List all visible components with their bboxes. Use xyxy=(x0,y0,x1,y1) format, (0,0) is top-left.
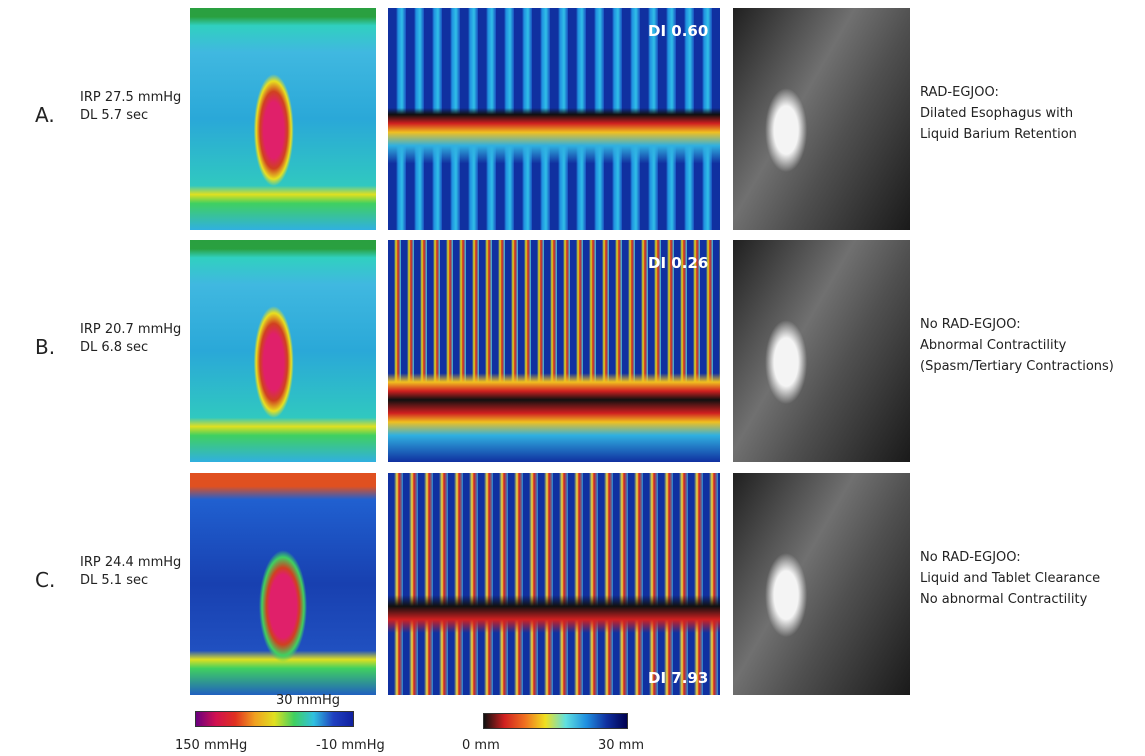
finding-text: No RAD-EGJOO: xyxy=(920,547,1021,568)
xray-panel xyxy=(733,240,910,462)
finding-text: Abnormal Contractility xyxy=(920,335,1066,356)
irp-text: IRP 27.5 mmHg xyxy=(80,89,181,107)
topography-panel xyxy=(388,473,720,695)
finding-text: No RAD-EGJOO: xyxy=(920,314,1021,335)
legend-label: 0 mm xyxy=(462,737,500,755)
row-label: C. xyxy=(35,568,55,592)
finding-text: RAD-EGJOO: xyxy=(920,82,999,103)
legend-label: 30 mmHg xyxy=(276,692,340,710)
dl-text: DL 5.1 sec xyxy=(80,572,148,590)
diameter-colorbar xyxy=(483,713,628,729)
legend-label: 30 mm xyxy=(598,737,644,755)
hrm-panel xyxy=(190,240,376,462)
dl-text: DL 6.8 sec xyxy=(80,339,148,357)
di-label: DI 0.60 xyxy=(648,22,708,40)
figure: A. IRP 27.5 mmHgDL 5.7 sec DI 0.60 RAD-EGJO… xyxy=(0,0,1145,756)
finding-text: Dilated Esophagus with xyxy=(920,103,1073,124)
hrm-panel xyxy=(190,8,376,230)
legend-label: 150 mmHg xyxy=(175,737,247,755)
xray-panel xyxy=(733,473,910,695)
di-label: DI 0.26 xyxy=(648,254,708,272)
pressure-colorbar xyxy=(195,711,354,727)
xray-panel xyxy=(733,8,910,230)
irp-text: IRP 20.7 mmHg xyxy=(80,321,181,339)
finding-text: Liquid and Tablet Clearance xyxy=(920,568,1100,589)
topography-panel xyxy=(388,240,720,462)
hrm-panel xyxy=(190,473,376,695)
finding-text: (Spasm/Tertiary Contractions) xyxy=(920,356,1114,377)
row-label: B. xyxy=(35,335,55,359)
legend-label: -10 mmHg xyxy=(316,737,385,755)
topography-panel xyxy=(388,8,720,230)
finding-text: No abnormal Contractility xyxy=(920,589,1087,610)
dl-text: DL 5.7 sec xyxy=(80,107,148,125)
finding-text: Liquid Barium Retention xyxy=(920,124,1077,145)
row-label: A. xyxy=(35,103,55,127)
di-label: DI 7.93 xyxy=(648,669,708,687)
irp-text: IRP 24.4 mmHg xyxy=(80,554,181,572)
